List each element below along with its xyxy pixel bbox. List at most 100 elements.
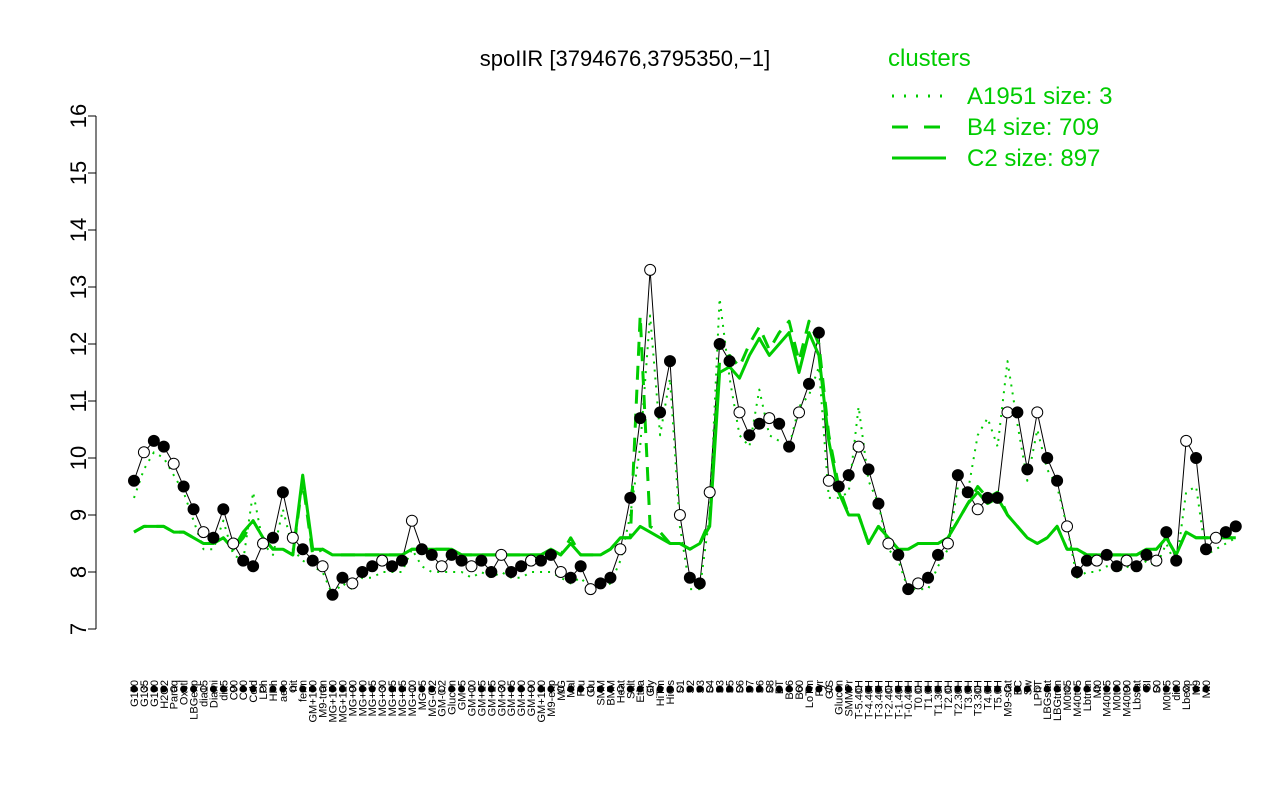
data-point [802, 377, 815, 390]
x-marker [855, 685, 863, 693]
x-tick-markers [130, 685, 1210, 693]
x-tick-label: G/S [824, 680, 836, 699]
x-tick-label: Diami [208, 680, 220, 708]
x-tick-label: MG-0.2 [427, 680, 439, 717]
x-marker [666, 685, 674, 693]
x-marker [904, 685, 912, 693]
legend: clusters A1951 size: 3 B4 size: 709 C2 siz… [888, 45, 1112, 172]
data-point [882, 537, 895, 550]
data-point [336, 571, 349, 584]
x-tick-label: M9 [1191, 680, 1203, 695]
x-marker [745, 685, 753, 693]
x-tick-label: Lbexp [1181, 680, 1193, 710]
data-point [157, 440, 170, 453]
data-point [743, 429, 756, 442]
x-marker [368, 685, 376, 693]
data-point [1180, 434, 1193, 447]
x-marker [825, 685, 833, 693]
x-marker [994, 685, 1002, 693]
x-marker [438, 685, 446, 693]
x-marker [1142, 685, 1150, 693]
data-point [1100, 548, 1113, 561]
x-marker [1172, 685, 1180, 693]
y-tick-label: 8 [66, 566, 91, 578]
x-marker [329, 685, 337, 693]
x-tick-label: GM-0.2 [437, 680, 449, 717]
data-point [1130, 560, 1143, 573]
x-tick-label: T4.0H [983, 680, 995, 710]
data-point [932, 548, 944, 561]
data-point [356, 566, 369, 578]
data-point [584, 583, 597, 596]
data-point [167, 457, 180, 470]
x-marker [1202, 685, 1210, 693]
x-marker [130, 685, 138, 693]
x-marker [1152, 685, 1160, 693]
x-tick-label: GM+10 [466, 680, 478, 716]
x-marker [160, 685, 168, 693]
data-point [1031, 406, 1044, 419]
x-marker [199, 685, 207, 693]
x-tick-label: T-3.40H [873, 680, 885, 719]
x-tick-label: LPhT [1032, 680, 1044, 707]
x-tick-label: Glucon [447, 680, 459, 715]
x-tick-label: T1.30H [933, 680, 945, 716]
data-point [465, 560, 478, 573]
x-tick-label: Heat [615, 680, 627, 703]
data-point [525, 554, 538, 567]
x-marker [279, 685, 287, 693]
x-tick-label: Paraq [169, 680, 181, 709]
data-point [187, 503, 200, 516]
x-tick-label: GM+150 [308, 680, 320, 723]
data-point [415, 543, 428, 556]
x-marker [229, 685, 237, 693]
x-marker [458, 685, 466, 693]
data-point [892, 548, 905, 561]
x-tick-label: nit [288, 680, 300, 692]
x-tick-label: GM+60 [516, 680, 528, 716]
x-tick-label: Lbtran [1082, 680, 1094, 711]
y-tick-label: 11 [66, 390, 91, 413]
x-tick-labels: G150G135G180H2O2ParaqOxctlLBGexpdia15Dia… [129, 679, 1213, 722]
x-tick-label: Glucon [834, 680, 846, 715]
x-tick-label: Mal [566, 680, 578, 698]
x-tick-label: GM+25 [486, 680, 498, 716]
points-layer [128, 263, 1242, 601]
x-marker [150, 685, 158, 693]
series-line-3 [133, 331, 1236, 557]
x-marker [626, 685, 634, 693]
data-point [673, 509, 686, 521]
data-point [941, 537, 954, 550]
data-point [396, 554, 408, 567]
x-tick-label: T2.0H [943, 680, 955, 710]
data-point [574, 560, 587, 573]
data-point [1041, 452, 1054, 464]
x-marker [606, 685, 614, 693]
legend-label-1: B4 size: 709 [967, 114, 1099, 141]
x-tick-label: B60 [794, 680, 806, 700]
x-marker [865, 685, 873, 693]
x-tick-label: C30 [238, 680, 250, 700]
x-tick-label: LoTm [804, 680, 816, 708]
x-tick-label: M0t90 [1112, 680, 1124, 711]
x-marker [1053, 685, 1061, 693]
x-marker [309, 685, 317, 693]
y-tick-labels: 7 8 9 10 11 12 13 14 15 16 [66, 104, 91, 635]
x-tick-label: MG+60 [357, 680, 369, 716]
data-point [832, 480, 845, 493]
data-point [237, 554, 250, 567]
x-tick-label: LBGtran [1052, 680, 1064, 721]
x-marker [269, 685, 277, 693]
x-marker [1073, 685, 1081, 693]
data-point [961, 486, 974, 499]
data-point [177, 480, 190, 493]
data-point [783, 440, 796, 453]
data-point [634, 412, 647, 425]
x-marker [1033, 685, 1041, 693]
x-marker [735, 685, 743, 693]
data-point [346, 577, 359, 590]
x-tick-label: B36 [784, 680, 796, 700]
x-tick-label: C90 [228, 680, 240, 700]
data-point [207, 531, 220, 544]
data-point [276, 486, 289, 499]
